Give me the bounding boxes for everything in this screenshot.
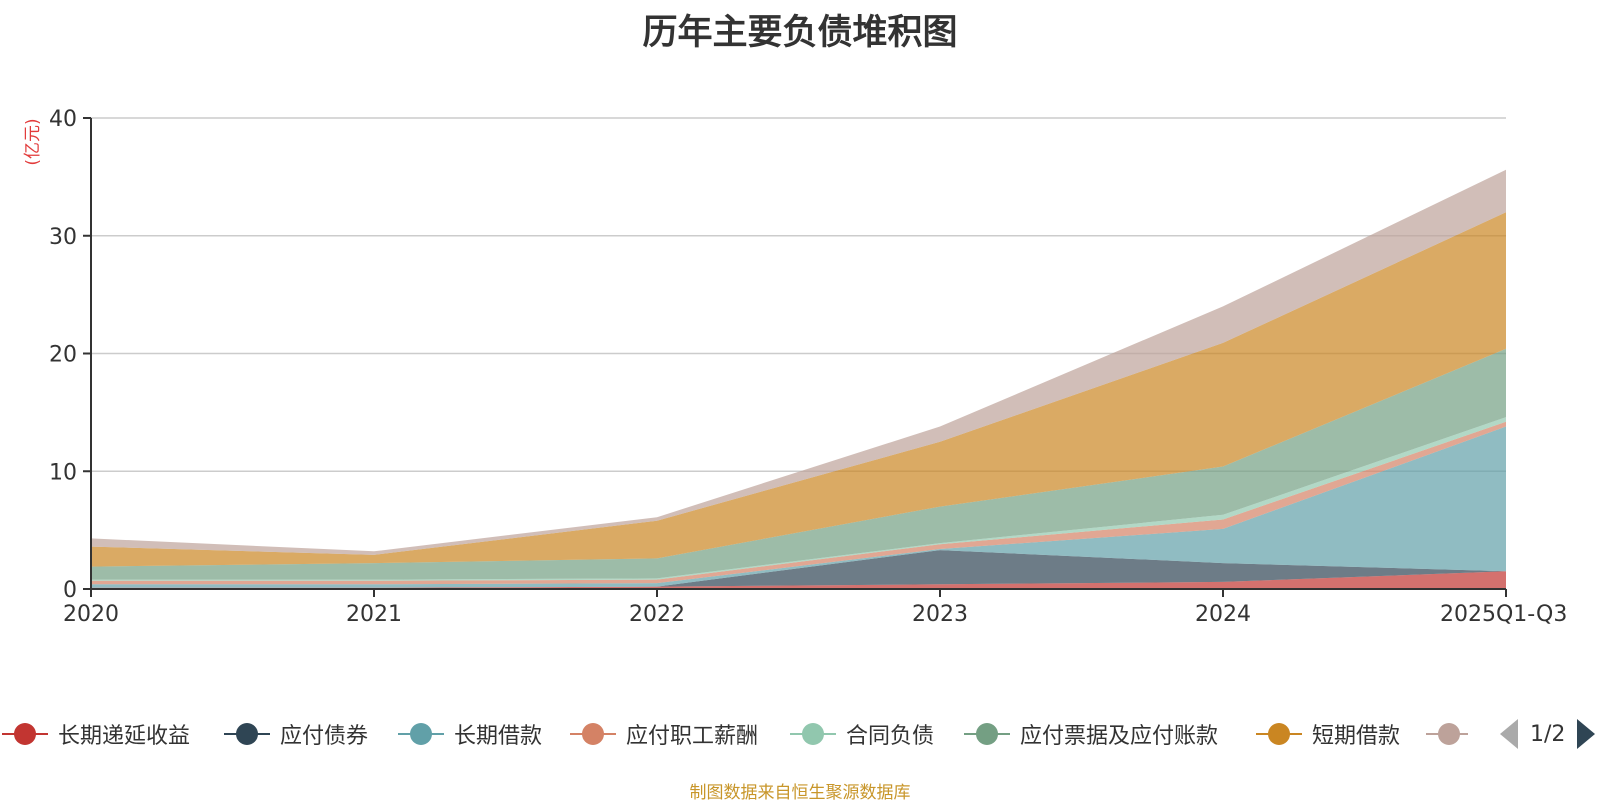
y-tick-label: 0 (63, 578, 77, 603)
area-series-长期借款[interactable] (91, 426, 1506, 588)
legend-item-长期递延收益[interactable]: 长期递延收益 (0, 716, 190, 752)
legend-marker-icon (222, 716, 272, 752)
legend-marker-icon (1424, 716, 1468, 752)
legend-item-合同负债[interactable]: 合同负债 (788, 716, 934, 752)
x-tick-label: 2020 (63, 602, 119, 627)
area-series-短期借款[interactable] (91, 212, 1506, 567)
y-tick-label: 30 (49, 225, 77, 250)
legend-item-应付债券[interactable]: 应付债券 (222, 716, 368, 752)
area-series-应付债券[interactable] (91, 550, 1506, 588)
legend-item-短期借款[interactable]: 短期借款 (1254, 716, 1400, 752)
legend-next-page-icon[interactable] (1577, 719, 1596, 749)
legend-label: 应付票据及应付账款 (1020, 724, 1219, 749)
legend-label: 应付职工薪酬 (626, 724, 759, 749)
area-series (91, 169, 1506, 589)
legend-marker-icon (962, 716, 1012, 752)
y-tick-label: 10 (49, 460, 77, 485)
legend-item-应付职工薪酬[interactable]: 应付职工薪酬 (568, 716, 758, 752)
legend-label: 长期借款 (454, 724, 543, 749)
legend-marker-icon (568, 716, 618, 752)
x-tick-label: 2025Q1-Q3 (1440, 602, 1567, 627)
x-tick-label: 2021 (346, 602, 402, 627)
area-series-长期递延收益[interactable] (91, 571, 1506, 589)
legend-item-其他[interactable]: 其他 (1424, 716, 1468, 752)
y-tick-label: 40 (49, 107, 77, 132)
legend-prev-page-icon[interactable] (1500, 719, 1518, 749)
legend-item-应付票据及应付账款[interactable]: 应付票据及应付账款 (962, 716, 1218, 752)
legend-page-indicator: 1/2 (1530, 721, 1566, 747)
legend-label: 应付债券 (280, 724, 369, 749)
source-note: 制图数据来自恒生聚源数据库 (689, 783, 911, 803)
x-tick-label: 2022 (629, 602, 685, 627)
legend-label: 长期递延收益 (58, 724, 191, 749)
area-series-应付票据及应付账款[interactable] (91, 348, 1506, 580)
area-series-其他[interactable] (91, 169, 1506, 555)
legend: 长期递延收益应付债券长期借款应付职工薪酬合同负债应付票据及应付账款短期借款其他 … (0, 716, 1600, 752)
x-tick-label: 2023 (912, 602, 968, 627)
legend-pager: 1/2 (1500, 716, 1596, 752)
legend-marker-icon (396, 716, 446, 752)
y-tick-label: 20 (49, 343, 77, 368)
axis-ticks: 0 10 20 30 40 2020 2021 2022 2023 2024 2025Q1-Q3 (49, 107, 1567, 627)
legend-marker-icon (0, 716, 50, 752)
legend-label: 合同负债 (846, 724, 935, 749)
legend-label: 短期借款 (1312, 724, 1401, 749)
legend-items: 长期递延收益 应付债券 长期借款 应付职工薪酬 合同负债 应付票据及应付账款 短期借款其他 (0, 716, 1468, 752)
x-tick-label: 2024 (1195, 602, 1251, 627)
y-axis-unit-label: (亿元) (23, 118, 43, 165)
legend-marker-icon (788, 716, 838, 752)
legend-item-长期借款[interactable]: 长期借款 (396, 716, 542, 752)
legend-marker-icon (1254, 716, 1304, 752)
chart-title: 历年主要负债堆积图 (642, 13, 958, 53)
chart-plot: 0 10 20 30 40 2020 2021 2022 2023 2024 2025Q1-Q3 (… (23, 107, 1567, 627)
